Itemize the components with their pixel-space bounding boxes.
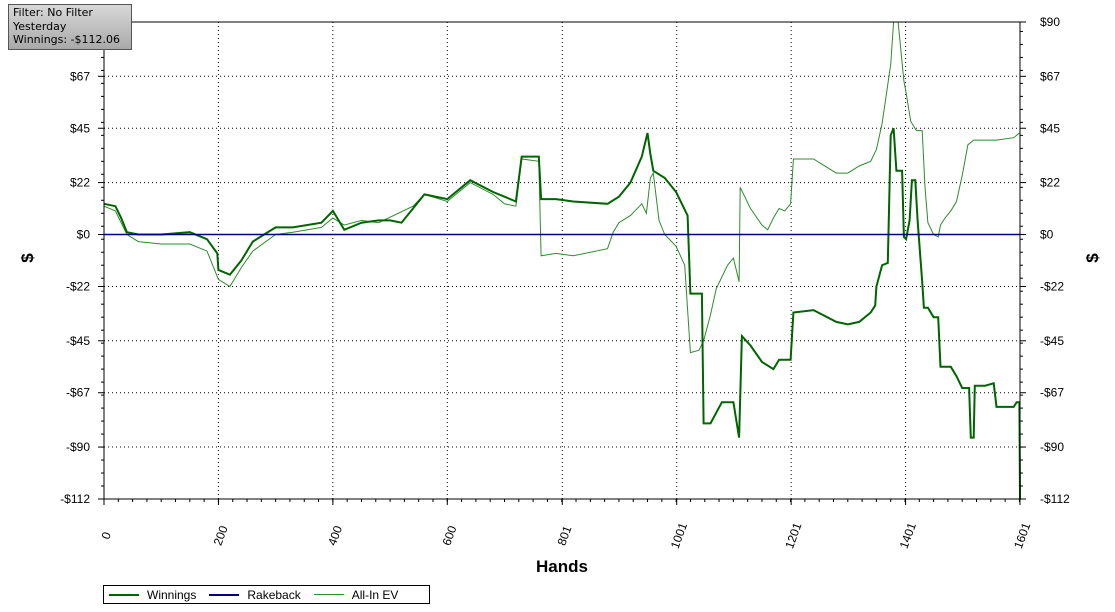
y-tick-label-right: -$112: [1040, 492, 1070, 506]
x-tick-label: 1201: [782, 520, 804, 550]
y-tick-label-left: -$112: [60, 492, 90, 506]
legend-item-rakeback[interactable]: Rakeback: [209, 587, 301, 602]
y-tick-label-left: -$22: [66, 279, 90, 293]
y-tick-label-right: -$90: [1040, 440, 1064, 454]
x-tick-label: 0: [99, 530, 115, 541]
date-range-label: Yesterday: [13, 19, 67, 33]
y-tick-label-right: $45: [1040, 121, 1060, 135]
y-tick-label-left: -$45: [66, 334, 90, 348]
winnings-total-label: Winnings: -$112.06: [13, 33, 121, 46]
series-line-all-in-ev: [103, 21, 1020, 354]
y-tick-label-left: -$90: [66, 440, 90, 454]
series-line-winnings: [103, 127, 1021, 500]
y-tick-label-right: -$45: [1040, 334, 1064, 348]
chart-series: [103, 21, 1021, 500]
x-axis-label: Hands: [536, 557, 588, 576]
legend-swatch-winnings: [109, 593, 139, 596]
legend-item-winnings[interactable]: Winnings: [109, 588, 196, 602]
y-axis-label-right: $: [1083, 253, 1102, 263]
chart-ticks: 02004006008011001120114011601$90$90$67$6…: [60, 15, 1070, 551]
chart-legend: Winnings Rakeback All-In EV: [103, 585, 430, 604]
y-tick-label-left: $22: [70, 176, 90, 190]
x-tick-label: 400: [325, 524, 345, 548]
y-tick-label-right: $22: [1040, 176, 1060, 190]
x-tick-label: 600: [440, 524, 460, 548]
y-tick-label-right: -$22: [1040, 279, 1064, 293]
legend-label-winnings: Winnings: [147, 587, 197, 602]
x-tick-label: 801: [555, 524, 575, 548]
y-tick-label-left: $45: [70, 121, 90, 135]
legend-item-all-in-ev[interactable]: All-In EV: [313, 587, 399, 602]
y-tick-label-right: -$67: [1040, 386, 1064, 400]
y-axis-label-left: $: [18, 253, 37, 263]
y-tick-label-right: $67: [1040, 69, 1060, 83]
x-tick-label: 1601: [1011, 520, 1033, 550]
filter-info-box: Filter: No Filter Yesterday Winnings: -$…: [8, 4, 132, 50]
x-tick-label: 1401: [897, 520, 919, 550]
y-tick-label-right: $90: [1040, 15, 1060, 29]
y-tick-label-left: -$67: [66, 386, 90, 400]
y-tick-label-left: $0: [77, 228, 91, 242]
x-tick-label: 200: [211, 524, 231, 548]
filter-label: Filter: No Filter: [13, 6, 93, 19]
legend-swatch-rakeback: [209, 593, 240, 596]
x-tick-label: 1001: [668, 520, 690, 550]
legend-swatch-all-in-ev: [313, 594, 344, 595]
y-tick-label-right: $0: [1040, 228, 1054, 242]
legend-label-rakeback: Rakeback: [247, 587, 301, 602]
legend-label-all-in-ev: All-In EV: [351, 587, 399, 602]
y-tick-label-left: $67: [70, 69, 90, 83]
